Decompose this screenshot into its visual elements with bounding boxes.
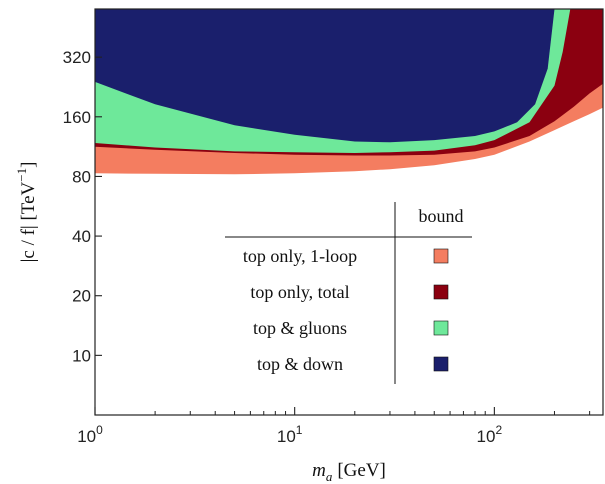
legend-label-3: top & down bbox=[257, 354, 343, 374]
x-tick-label-0: 100 bbox=[77, 423, 103, 446]
y-tick-label-1: 20 bbox=[72, 287, 91, 306]
legend-label-0: top only, 1-loop bbox=[243, 246, 357, 266]
y-tick-label-3: 80 bbox=[72, 167, 91, 186]
plot-frame bbox=[94, 8, 604, 416]
legend-swatch-1 bbox=[433, 284, 449, 300]
legend: bound top only, 1-loop top only, total top … bbox=[225, 202, 472, 384]
x-axis-label: ma [GeV] bbox=[312, 460, 386, 484]
y-axis-label: |c / f| [TeV−1] bbox=[14, 162, 39, 263]
legend-label-2: top & gluons bbox=[253, 318, 347, 338]
axis-ticks: 100 101 102 10 20 40 80 160 320 bbox=[63, 48, 591, 446]
region-3 bbox=[95, 9, 555, 143]
legend-header: bound bbox=[419, 206, 464, 226]
legend-swatch-3 bbox=[433, 356, 449, 372]
bound-regions bbox=[95, 9, 603, 175]
legend-swatch-0 bbox=[433, 248, 449, 264]
y-tick-label-0: 10 bbox=[72, 346, 91, 365]
x-tick-label-1: 101 bbox=[277, 423, 303, 446]
legend-label-1: top only, total bbox=[250, 282, 349, 302]
y-tick-label-2: 40 bbox=[72, 227, 91, 246]
y-tick-label-5: 320 bbox=[63, 48, 91, 67]
y-tick-label-4: 160 bbox=[63, 108, 91, 127]
legend-swatch-2 bbox=[433, 320, 449, 336]
x-tick-label-2: 102 bbox=[477, 423, 503, 446]
